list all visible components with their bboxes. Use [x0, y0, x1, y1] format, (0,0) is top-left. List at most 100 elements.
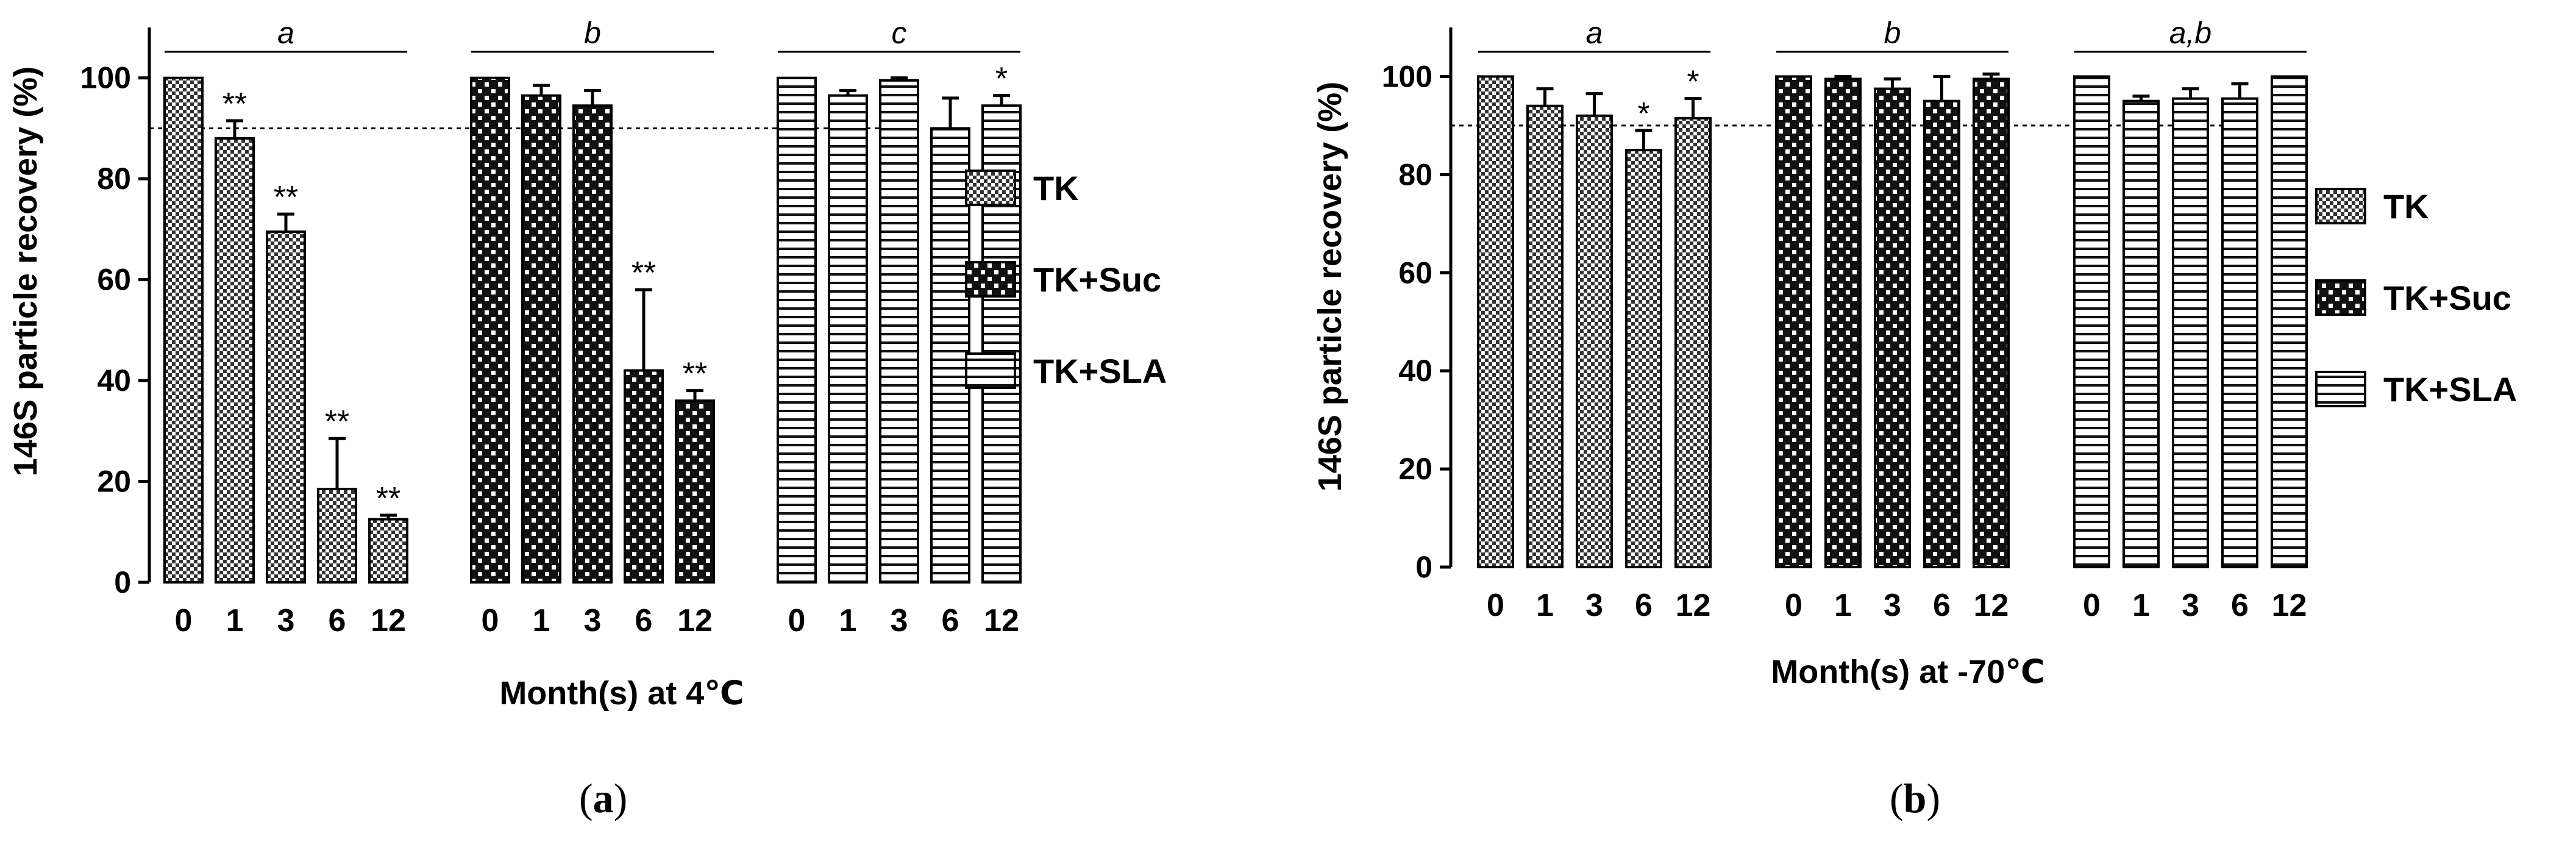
panel-a-significance-mark: ** [274, 180, 298, 215]
panel-a-group-letter: c [892, 16, 907, 50]
panel-b-y-tick-label: 60 [1398, 255, 1432, 290]
panel-b-series-tk: 0 1 3 * 6 * 12 a [1477, 16, 1712, 623]
panel-b-bar [2073, 75, 2110, 569]
panel-b-y-tick-label: 80 [1398, 157, 1432, 191]
panel-b-legend-swatch [2315, 188, 2366, 224]
panel-b-y-tick-label: 0 [1415, 550, 1432, 584]
panel-b-bar [1625, 149, 1662, 569]
panel-a-chart: 146S particle recovery (%) Month(s) at 4… [7, 16, 1167, 712]
panel-a-x-tick-label: 1 [533, 603, 550, 638]
panel-a-legend-label: TK [1033, 169, 1079, 207]
panel-b-bar [1477, 75, 1514, 569]
panel-b-x-tick-label: 12 [1974, 588, 2009, 623]
panel-b-x-tick-label: 12 [1676, 588, 1711, 623]
panel-a-y-tick-label: 0 [114, 565, 131, 599]
panel-a-x-tick-label: 1 [839, 603, 857, 638]
panel-a-x-tick-label: 3 [584, 603, 602, 638]
panel-a-x-tick-label: 12 [984, 603, 1019, 638]
panel-b-bar [1874, 87, 1911, 568]
panel-a-bar [317, 487, 357, 584]
panel-a-x-tick-label: 0 [788, 603, 806, 638]
panel-b-y-axis-label: 146S particle recovery (%) [1312, 82, 1348, 491]
panel-b-x-tick-label: 1 [1536, 588, 1554, 623]
panel-a-bar [572, 104, 613, 584]
panel-b-x-tick-label: 3 [1884, 588, 1901, 623]
panel-a-bar [368, 518, 408, 584]
panel-a-series-tk: 0 ** 1 ** 3 ** 6 ** 12 a [163, 16, 408, 638]
panel-a-bar [521, 94, 561, 584]
panel-b-y-tick-label: 100 [1382, 59, 1432, 93]
panel-a-x-tick-label: 6 [635, 603, 653, 638]
panel-a-caption: (a) [579, 775, 628, 821]
panel-a-x-axis-label: Month(s) at 4℃ [499, 675, 744, 712]
panel-a-bar [675, 399, 715, 584]
panel-b-y-tick-label: 40 [1398, 354, 1432, 388]
panel-a-bar [777, 76, 817, 584]
panel-a-significance-mark: * [995, 62, 1008, 97]
panel-a-y-tick-label: 60 [97, 263, 131, 297]
panel-a-x-tick-label: 6 [942, 603, 959, 638]
panel-b-legend-label: TK+Suc [2383, 279, 2511, 317]
panel-a-significance-mark: ** [632, 255, 656, 291]
panel-b-bar [1973, 77, 2010, 568]
panel-a-x-tick-label: 3 [891, 603, 908, 638]
panel-a-legend-swatch [965, 170, 1016, 206]
panel-a-group-letter: a [277, 16, 294, 50]
panel-b-x-tick-label: 6 [1933, 588, 1951, 623]
panel-b-bar [1576, 114, 1613, 568]
panel-b-x-tick-label: 6 [1635, 588, 1653, 623]
panel-b-x-tick-label: 3 [2182, 588, 2199, 623]
panel-a-y-tick-label: 40 [97, 363, 131, 398]
panel-b-legend-label: TK [2383, 187, 2429, 226]
panel-b-x-tick-label: 0 [2083, 588, 2101, 623]
panel-a-legend-swatch [965, 352, 1016, 389]
panel-b-significance-mark: * [1687, 65, 1699, 100]
panel-b-x-tick-label: 12 [2272, 588, 2307, 623]
panel-b-bar [2271, 75, 2308, 569]
panel-a-significance-mark: ** [222, 87, 247, 122]
panel-a-bar [624, 369, 664, 584]
panel-b-bar [2221, 97, 2258, 568]
panel-a-significance-mark: ** [683, 357, 707, 392]
panel-b-chart: 146S particle recovery (%) Month(s) at -… [1312, 16, 2517, 690]
panel-b-x-tick-label: 0 [1785, 588, 1802, 623]
panel-b-series-tk-suc: 0 1 3 6 12 b [1775, 16, 2010, 623]
panel-b-legend-label: TK+SLA [2383, 370, 2517, 409]
panel-b-group-letter: b [1884, 16, 1901, 50]
panel-b-x-axis-label: Month(s) at -70℃ [1771, 654, 2044, 690]
panel-b-x-tick-label: 3 [1585, 588, 1603, 623]
panel-a-series-tk-suc: 0 1 3 ** 6 ** 12 b [470, 16, 715, 638]
panel-b-series-tk-sla: 0 1 3 6 12 a,b [2073, 16, 2308, 623]
panel-a-bar [828, 94, 868, 584]
panel-a-significance-mark: ** [325, 404, 349, 440]
panel-a-x-tick-label: 3 [277, 603, 295, 638]
panel-a-x-tick-label: 0 [482, 603, 499, 638]
panel-a-legend-swatch [965, 261, 1016, 298]
panel-a-series-tk-sla: 0 1 3 6 * 12 c [777, 16, 1022, 638]
panel-b-bar [1923, 99, 1960, 568]
panel-a-legend-label: TK+SLA [1033, 352, 1167, 390]
panel-b-legend-swatch [2315, 371, 2366, 407]
panel-a-y-tick-label: 20 [97, 465, 131, 499]
panel-a-group-letter: b [584, 16, 601, 50]
panel-a-y-axis-label: 146S particle recovery (%) [7, 66, 44, 476]
panel-a-legend-label: TK+Suc [1033, 260, 1161, 299]
panel-a-x-tick-label: 12 [371, 603, 406, 638]
panel-a-significance-mark: ** [376, 481, 400, 516]
panel-b-bar [2172, 97, 2209, 568]
panel-a-bar [163, 76, 204, 584]
panel-b-bar [1526, 104, 1564, 568]
panel-b-bar [1674, 116, 1712, 569]
panel-b-x-tick-label: 6 [2231, 588, 2249, 623]
panel-b-group-letter: a,b [2169, 16, 2212, 50]
panel-a-bar [266, 230, 306, 584]
panel-b-caption: (b) [1890, 775, 1941, 821]
panel-a-x-tick-label: 6 [329, 603, 346, 638]
panel-a-x-tick-label: 1 [226, 603, 244, 638]
panel-b-bar [1824, 77, 1862, 568]
panel-a-x-tick-label: 0 [175, 603, 193, 638]
panel-a-y-tick-label: 100 [80, 61, 131, 95]
panel-b-x-tick-label: 1 [2132, 588, 2150, 623]
panel-b-x-tick-label: 0 [1487, 588, 1504, 623]
panel-a-y-tick-label: 80 [97, 162, 131, 196]
